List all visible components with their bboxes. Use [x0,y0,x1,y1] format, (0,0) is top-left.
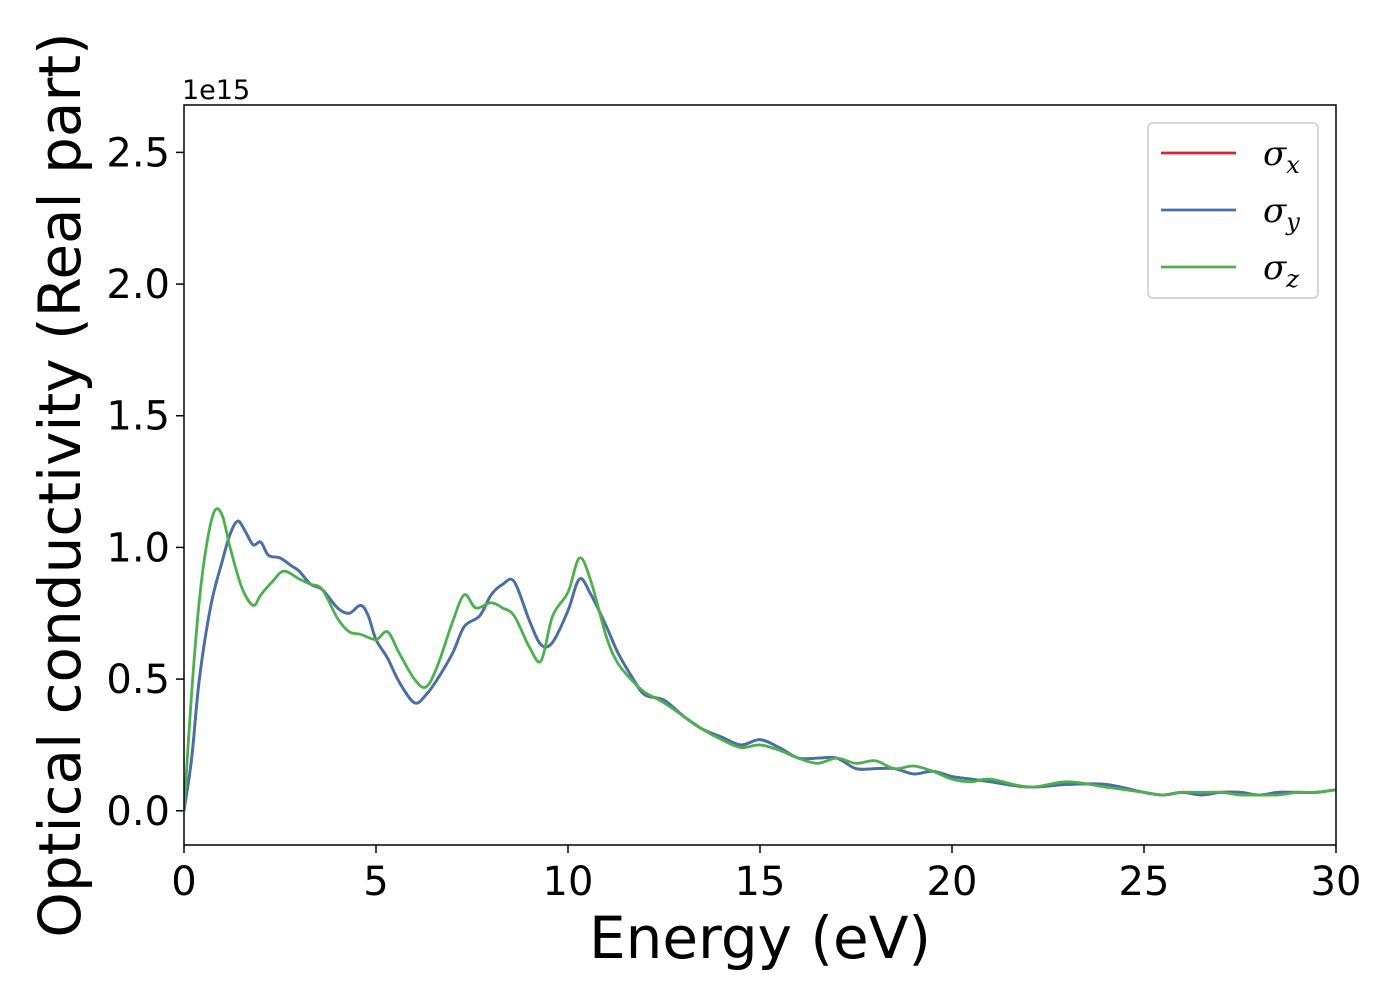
series-line-z [184,507,1336,811]
x-tick-label: 25 [1119,859,1170,905]
y-tick-label: 0.0 [106,789,170,835]
y-tick-label: 1.0 [106,525,170,571]
y-axis-label: Optical conductivity (Real part) [26,32,94,937]
y-tick-label: 1.5 [106,394,170,440]
legend-label-x: σx [1263,134,1300,179]
x-tick-label: 0 [171,859,196,905]
y-tick-label: 0.5 [106,657,170,703]
x-tick-label: 10 [543,859,594,905]
x-axis-label: Energy (eV) [589,904,931,972]
x-tick-label: 15 [735,859,786,905]
x-tick-label: 20 [927,859,978,905]
x-tick-label: 30 [1311,859,1362,905]
legend-symbol: σ [1263,248,1287,288]
legend-subscript: z [1285,265,1299,293]
series-layer [184,507,1336,811]
legend-symbol: σ [1263,134,1287,174]
legend-symbol: σ [1263,191,1287,231]
y-tick-label: 2.5 [106,130,170,176]
legend-subscript: x [1286,151,1300,179]
legend-label-z: σz [1263,248,1299,293]
series-line-x [184,519,1336,811]
x-axis-ticks: 0 5 10 15 20 25 30 [171,845,1361,905]
x-tick-label: 5 [363,859,388,905]
y-axis-ticks: 0.0 0.5 1.0 1.5 2.0 2.5 [106,130,184,835]
legend-subscript: y [1285,208,1300,236]
y-tick-label: 2.0 [106,262,170,308]
legend-label-y: σy [1263,191,1300,236]
y-offset-text: 1e15 [182,75,250,106]
series-line-y [184,519,1336,811]
